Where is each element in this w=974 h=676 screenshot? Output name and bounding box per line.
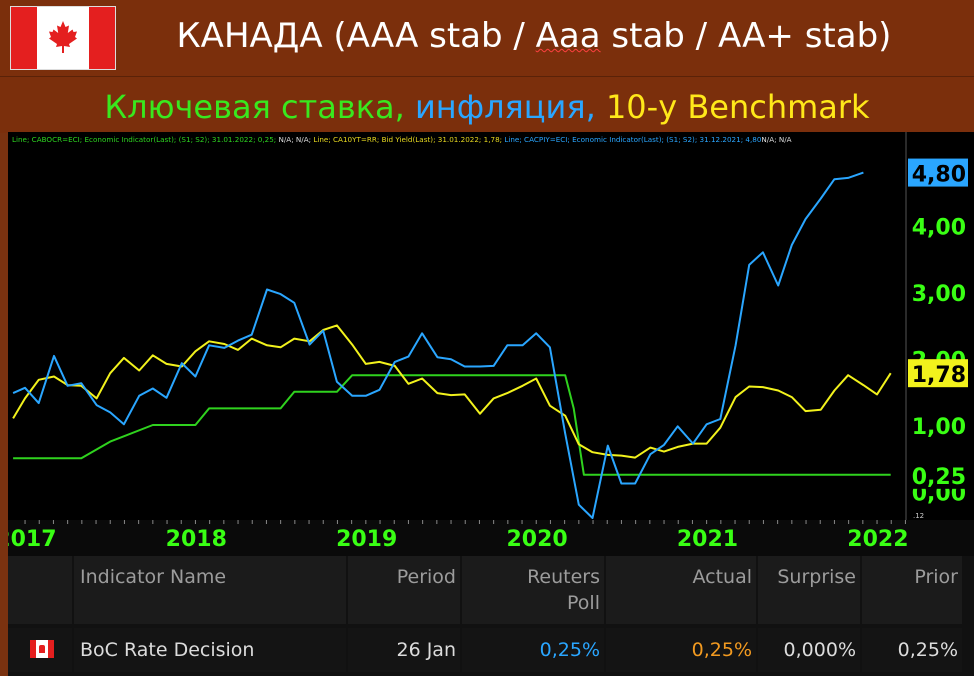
header-indicator-name: Indicator Name (74, 556, 346, 624)
x-axis-strip (8, 520, 974, 556)
x-tick-label: 2018 (166, 527, 227, 552)
subtitle-bar: Ключевая ставка, инфляция, 10-y Benchmar… (0, 76, 974, 133)
header-prior: Prior (862, 556, 962, 624)
scale-label: .12 (913, 512, 924, 520)
x-tick-label: 2021 (677, 527, 738, 552)
x-tick-label: 2020 (506, 527, 567, 552)
last-value-box-bond10y (908, 359, 968, 388)
canada-flag-icon (10, 6, 116, 70)
last-value-label-policy: 0,25 (912, 465, 966, 490)
maple-leaf-icon (49, 21, 77, 53)
page-title: КАНАДА (AAA stab / Aaa stab / AA+ stab) (176, 16, 892, 56)
last-value-box-policy (908, 460, 968, 489)
subtitle-inflation: инфляция, (414, 88, 606, 126)
series-line-cpi (12, 171, 864, 519)
last-value-label-bond10y: 1,78 (912, 363, 966, 388)
header-reuters-poll: Reuters Poll (462, 556, 604, 624)
header-surprise: Surprise (758, 556, 860, 624)
row-surprise: 0,000% (758, 628, 860, 672)
y-tick-label: 3,00 (912, 282, 966, 307)
series-line-policy (13, 374, 891, 476)
series-line-bond10y (12, 324, 892, 459)
x-tick-label: 2017 (8, 527, 57, 552)
x-tick-label: 2019 (336, 527, 397, 552)
subtitle-policy-rate: Ключевая ставка, (104, 88, 415, 126)
header-period: Period (348, 556, 460, 624)
x-tick-label: 2022 (847, 527, 908, 552)
chart-area: Line; CABOCR=ECI; Economic Indicator(Las… (0, 132, 974, 556)
chart-legend: Line; CABOCR=ECI; Economic Indicator(Las… (12, 135, 792, 144)
row-indicator-name[interactable]: BoC Rate Decision (74, 628, 346, 672)
y-tick-label: 4,00 (912, 216, 966, 241)
canada-flag-small-icon (30, 640, 54, 658)
row-period: 26 Jan (348, 628, 460, 672)
economic-calendar-table: Indicator Name Period Reuters Poll Actual… (8, 556, 974, 676)
chart-subtitle: Ключевая ставка, инфляция, 10-y Benchmar… (0, 85, 974, 129)
last-value-label-cpi: 4,80 (912, 163, 966, 188)
row-prior: 0,25% (862, 628, 962, 672)
last-value-box-cpi (908, 158, 968, 187)
subtitle-benchmark: 10-y Benchmark (605, 88, 870, 126)
y-tick-label: 1,00 (912, 415, 966, 440)
header-cell-flag (8, 556, 72, 624)
row-reuters-poll: 0,25% (462, 628, 604, 672)
row-actual: 0,25% (606, 628, 756, 672)
line-chart: 2017201820192020202120220,001,002,003,00… (0, 132, 974, 556)
header-actual: Actual (606, 556, 756, 624)
title-bar: КАНАДА (AAA stab / Aaa stab / AA+ stab) (0, 0, 974, 76)
